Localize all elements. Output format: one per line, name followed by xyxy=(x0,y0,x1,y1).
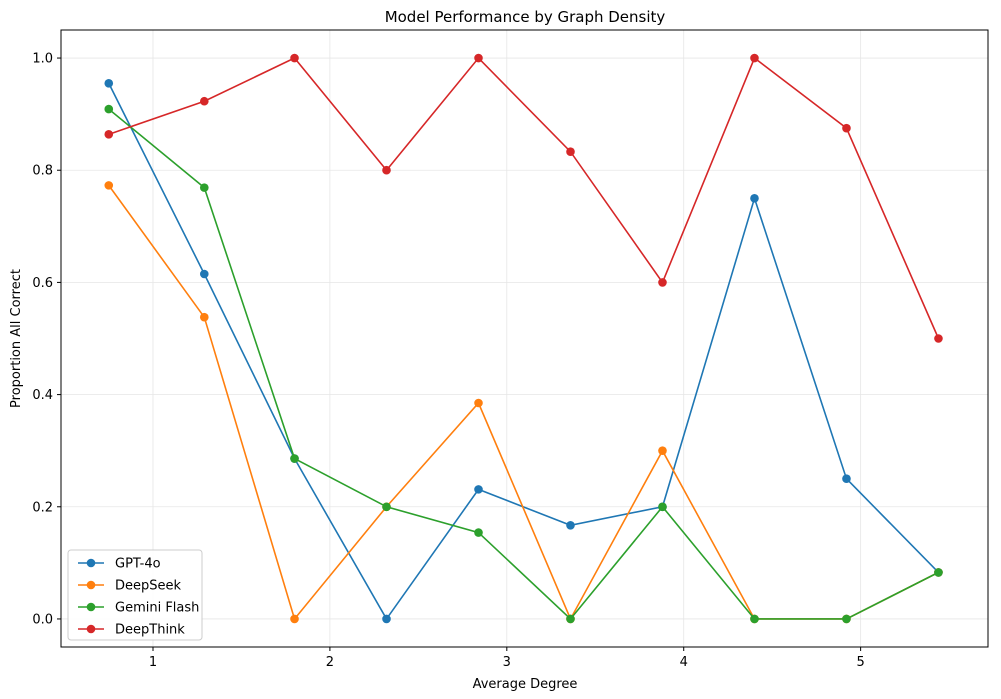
legend-marker xyxy=(86,580,96,590)
data-point-deepthink xyxy=(382,165,391,175)
series-line-deepseek xyxy=(108,184,939,621)
data-point-deepseek xyxy=(658,446,667,455)
series-line-gpt-4o xyxy=(108,82,940,621)
data-point-gpt-4o xyxy=(199,269,209,279)
data-point-gpt-4o xyxy=(382,614,391,624)
data-point-deepthink xyxy=(750,53,759,63)
data-point-gpt-4o xyxy=(566,520,575,530)
data-point-deepthink xyxy=(104,130,114,139)
legend-label: Gemini Flash xyxy=(115,601,199,616)
data-point-deepthink xyxy=(290,53,299,63)
data-point-deepthink xyxy=(842,123,851,133)
legend-label: DeepThink xyxy=(115,623,185,638)
data-point-deepthink xyxy=(658,278,667,287)
y-tick-label: 0.8 xyxy=(32,164,53,179)
data-point-gemini-flash xyxy=(290,454,299,463)
data-point-gemini-flash xyxy=(104,104,114,114)
x-tick-label: 4 xyxy=(680,655,688,670)
series-line-gemini-flash xyxy=(108,108,939,621)
data-point-gpt-4o xyxy=(104,78,114,88)
legend: GPT-4o DeepSeek Gemini Flash DeepThink xyxy=(67,549,203,641)
data-point-gpt-4o xyxy=(842,474,851,484)
grid-lines xyxy=(61,30,988,647)
y-tick-label: 0.6 xyxy=(32,276,53,291)
y-tick-label: 0.4 xyxy=(32,388,53,403)
plot-area-frame xyxy=(60,29,989,648)
data-point-gpt-4o xyxy=(474,485,483,494)
data-point-deepthink xyxy=(566,147,575,157)
data-point-deepseek xyxy=(290,614,299,624)
x-axis-label: Average Degree xyxy=(473,677,578,692)
x-tick-label: 3 xyxy=(503,655,511,670)
data-point-deepseek xyxy=(199,312,209,322)
data-point-gemini-flash xyxy=(934,568,943,577)
data-point-gemini-flash xyxy=(566,614,575,624)
data-point-gemini-flash xyxy=(382,502,391,512)
y-axis-label: Proportion All Correct xyxy=(9,269,24,408)
x-tick-label: 1 xyxy=(149,655,157,670)
data-point-gemini-flash xyxy=(474,528,483,537)
data-point-gemini-flash xyxy=(842,614,851,624)
data-point-gpt-4o xyxy=(750,193,759,203)
x-tick-label: 2 xyxy=(326,655,334,670)
data-point-deepthink xyxy=(934,334,943,343)
series-lines xyxy=(104,53,943,624)
x-tick-label: 5 xyxy=(856,655,864,670)
chart-title: Model Performance by Graph Density xyxy=(385,8,666,26)
legend-marker xyxy=(86,558,96,568)
y-tick-label: 0.2 xyxy=(32,500,53,515)
axis-ticks: 1 2 3 4 5 0.0 0.2 0.4 0.6 0.8 1.0 xyxy=(32,52,864,670)
data-point-deepthink xyxy=(199,96,209,106)
data-point-deepseek xyxy=(474,398,483,408)
legend-box xyxy=(67,549,203,641)
legend-marker xyxy=(86,602,96,612)
data-point-deepseek xyxy=(104,181,114,190)
data-point-gemini-flash xyxy=(750,614,759,624)
series-line-deepthink xyxy=(108,56,940,339)
legend-marker xyxy=(86,624,96,634)
data-point-deepthink xyxy=(474,53,483,63)
legend-label: GPT-4o xyxy=(115,557,161,572)
data-point-gemini-flash xyxy=(199,183,209,192)
y-tick-label: 1.0 xyxy=(32,52,53,67)
legend-label: DeepSeek xyxy=(115,579,182,594)
data-point-gemini-flash xyxy=(658,502,667,512)
y-tick-label: 0.0 xyxy=(32,612,53,627)
